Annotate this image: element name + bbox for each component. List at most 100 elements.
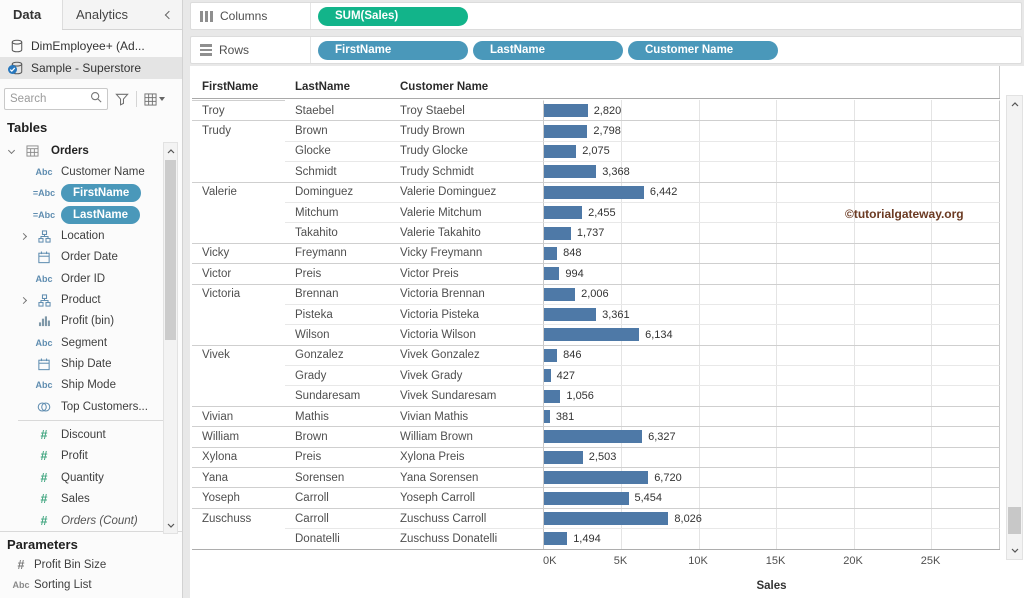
bar-cell: 2,006 [543,283,1000,304]
cell-customer-name: Yana Sorensen [390,467,543,487]
cell-lastname: Glocke [285,140,390,161]
cell-firstname: Yoseph [192,487,285,507]
field-item-profit[interactable]: # Profit [0,446,182,467]
field-item-orders[interactable]: Orders [0,140,182,161]
pill-sum-sales-[interactable]: SUM(Sales) [318,6,468,26]
field-item-order-id[interactable]: Abc Order ID [0,268,182,289]
field-item-ship-date[interactable]: Ship Date [0,353,182,374]
field-item-lastname[interactable]: =Abc LastName [0,204,182,225]
chevron-down-icon[interactable] [4,147,18,155]
field-item-top-customers[interactable]: Top Customers... [0,396,182,417]
parameter-item-sorting-list[interactable]: Abc Sorting List [0,575,182,595]
cell-customer-name: Vivian Mathis [390,405,543,426]
field-item-location[interactable]: Location [0,225,182,246]
sales-bar[interactable] [544,124,588,138]
sales-bar[interactable] [544,144,577,158]
tab-analytics[interactable]: Analytics [62,0,156,29]
sales-bar[interactable] [544,532,568,546]
sales-bar[interactable] [544,308,597,322]
field-pill[interactable]: LastName [61,205,140,224]
rows-shelf[interactable]: Rows FirstName LastName Customer Name [190,36,1022,64]
field-item-profit-bin[interactable]: Profit (bin) [0,311,182,332]
columns-shelf[interactable]: Columns SUM(Sales) [190,2,1022,30]
bar-cell: 3,368 [543,161,1000,182]
scrollbar-thumb[interactable] [165,160,176,340]
field-label: Discount [61,429,106,442]
field-label: Location [61,230,105,243]
field-item-firstname[interactable]: =Abc FirstName [0,183,182,204]
view-as-grid-button[interactable] [142,91,167,108]
chevron-right-icon[interactable] [16,296,30,304]
sales-bar[interactable] [544,450,583,464]
sales-bar[interactable] [544,246,558,260]
sales-bar[interactable] [544,430,643,444]
filter-funnel-icon[interactable] [113,91,131,108]
sales-bar[interactable] [544,185,644,199]
sales-bar[interactable] [544,328,640,342]
scrollbar-thumb[interactable] [1008,507,1021,534]
bar-value-label: 846 [563,349,582,362]
field-item-sales[interactable]: # Sales [0,489,182,510]
parameter-item-profit-bin-size[interactable]: # Profit Bin Size [0,555,182,575]
table-row: Victor Preis Victor Preis 994 [192,263,1000,284]
chevron-right-icon[interactable] [16,232,30,240]
datasource-item-dimemployee[interactable]: DimEmployee+ (Ad... [0,35,182,57]
field-item-quantity[interactable]: # Quantity [0,467,182,488]
sales-bar[interactable] [544,348,558,362]
table-icon [26,145,38,157]
x-axis-tick: 10K [688,555,708,567]
collapse-pane-button[interactable] [156,0,182,29]
field-item-ship-mode[interactable]: Abc Ship Mode [0,375,182,396]
column-header-lastname[interactable]: LastName [295,81,350,93]
fields-scrollbar[interactable] [163,142,178,534]
field-pill[interactable]: FirstName [61,184,142,203]
bar-cell: 2,820 [543,100,1000,121]
scroll-up-icon[interactable] [1007,97,1022,112]
sales-bar[interactable] [544,165,597,179]
field-label: Profit [61,450,88,463]
sales-bar[interactable] [544,369,551,383]
table-row: Vicky Freymann Vicky Freymann 848 [192,242,1000,264]
scroll-down-icon[interactable] [1007,543,1022,558]
bar-value-label: 6,720 [654,471,682,484]
sales-bar[interactable] [544,287,576,301]
sales-bar[interactable] [544,389,561,403]
search-input[interactable] [10,93,90,105]
bar-cell: 994 [543,263,1000,284]
cell-lastname: Brown [285,120,390,140]
field-label: Top Customers... [61,400,148,413]
chart-scrollbar[interactable] [1006,95,1023,560]
field-item-customer-name[interactable]: Abc Customer Name [0,161,182,182]
field-item-order-date[interactable]: Order Date [0,247,182,268]
datasource-item-superstore[interactable]: Sample - Superstore [0,57,182,79]
field-item-segment[interactable]: Abc Segment [0,332,182,353]
sales-bar[interactable] [544,471,649,485]
field-label: Quantity [61,471,104,484]
sales-bar[interactable] [544,410,550,424]
sales-bar[interactable] [544,267,560,281]
sales-bar[interactable] [544,491,629,505]
field-item-product[interactable]: Product [0,289,182,310]
sales-bar[interactable] [544,206,583,220]
pill-lastname[interactable]: LastName [473,40,623,60]
field-item-orders-count[interactable]: # Orders (Count) [0,510,182,531]
cell-lastname: Freymann [285,242,390,263]
sales-bar[interactable] [544,226,571,240]
field-label: Product [61,294,101,307]
scroll-up-icon[interactable] [164,144,177,158]
column-header-customer[interactable]: Customer Name [400,81,489,93]
sales-bar[interactable] [544,104,588,118]
sales-bar[interactable] [544,512,669,525]
field-label: Sales [61,493,90,506]
cell-firstname [192,324,285,344]
bar-cell: 6,134 [543,324,1000,345]
search-box[interactable] [4,88,108,110]
tab-data[interactable]: Data [0,0,62,30]
column-header-firstname[interactable]: FirstName [202,81,259,93]
scroll-down-icon[interactable] [164,518,177,532]
field-item-discount[interactable]: # Discount [0,424,182,445]
bar-value-label: 2,820 [593,104,622,117]
viz-canvas: FirstName LastName Customer Name Troy Sta… [190,66,1024,598]
pill-customer-name[interactable]: Customer Name [628,40,778,60]
pill-firstname[interactable]: FirstName [318,40,468,60]
